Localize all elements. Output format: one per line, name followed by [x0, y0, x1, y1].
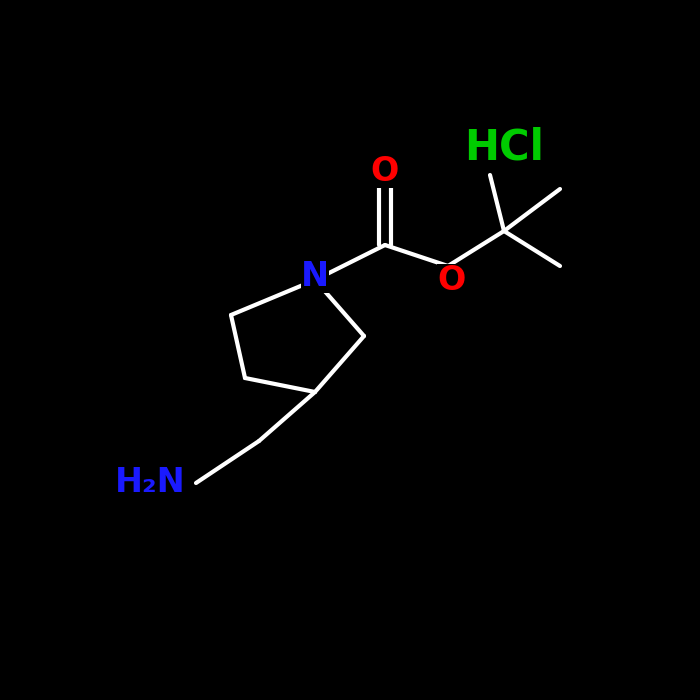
Text: N: N [301, 260, 329, 293]
Text: H₂N: H₂N [115, 466, 186, 500]
Text: HCl: HCl [464, 126, 544, 168]
Text: O: O [438, 263, 466, 297]
Text: O: O [371, 155, 399, 188]
